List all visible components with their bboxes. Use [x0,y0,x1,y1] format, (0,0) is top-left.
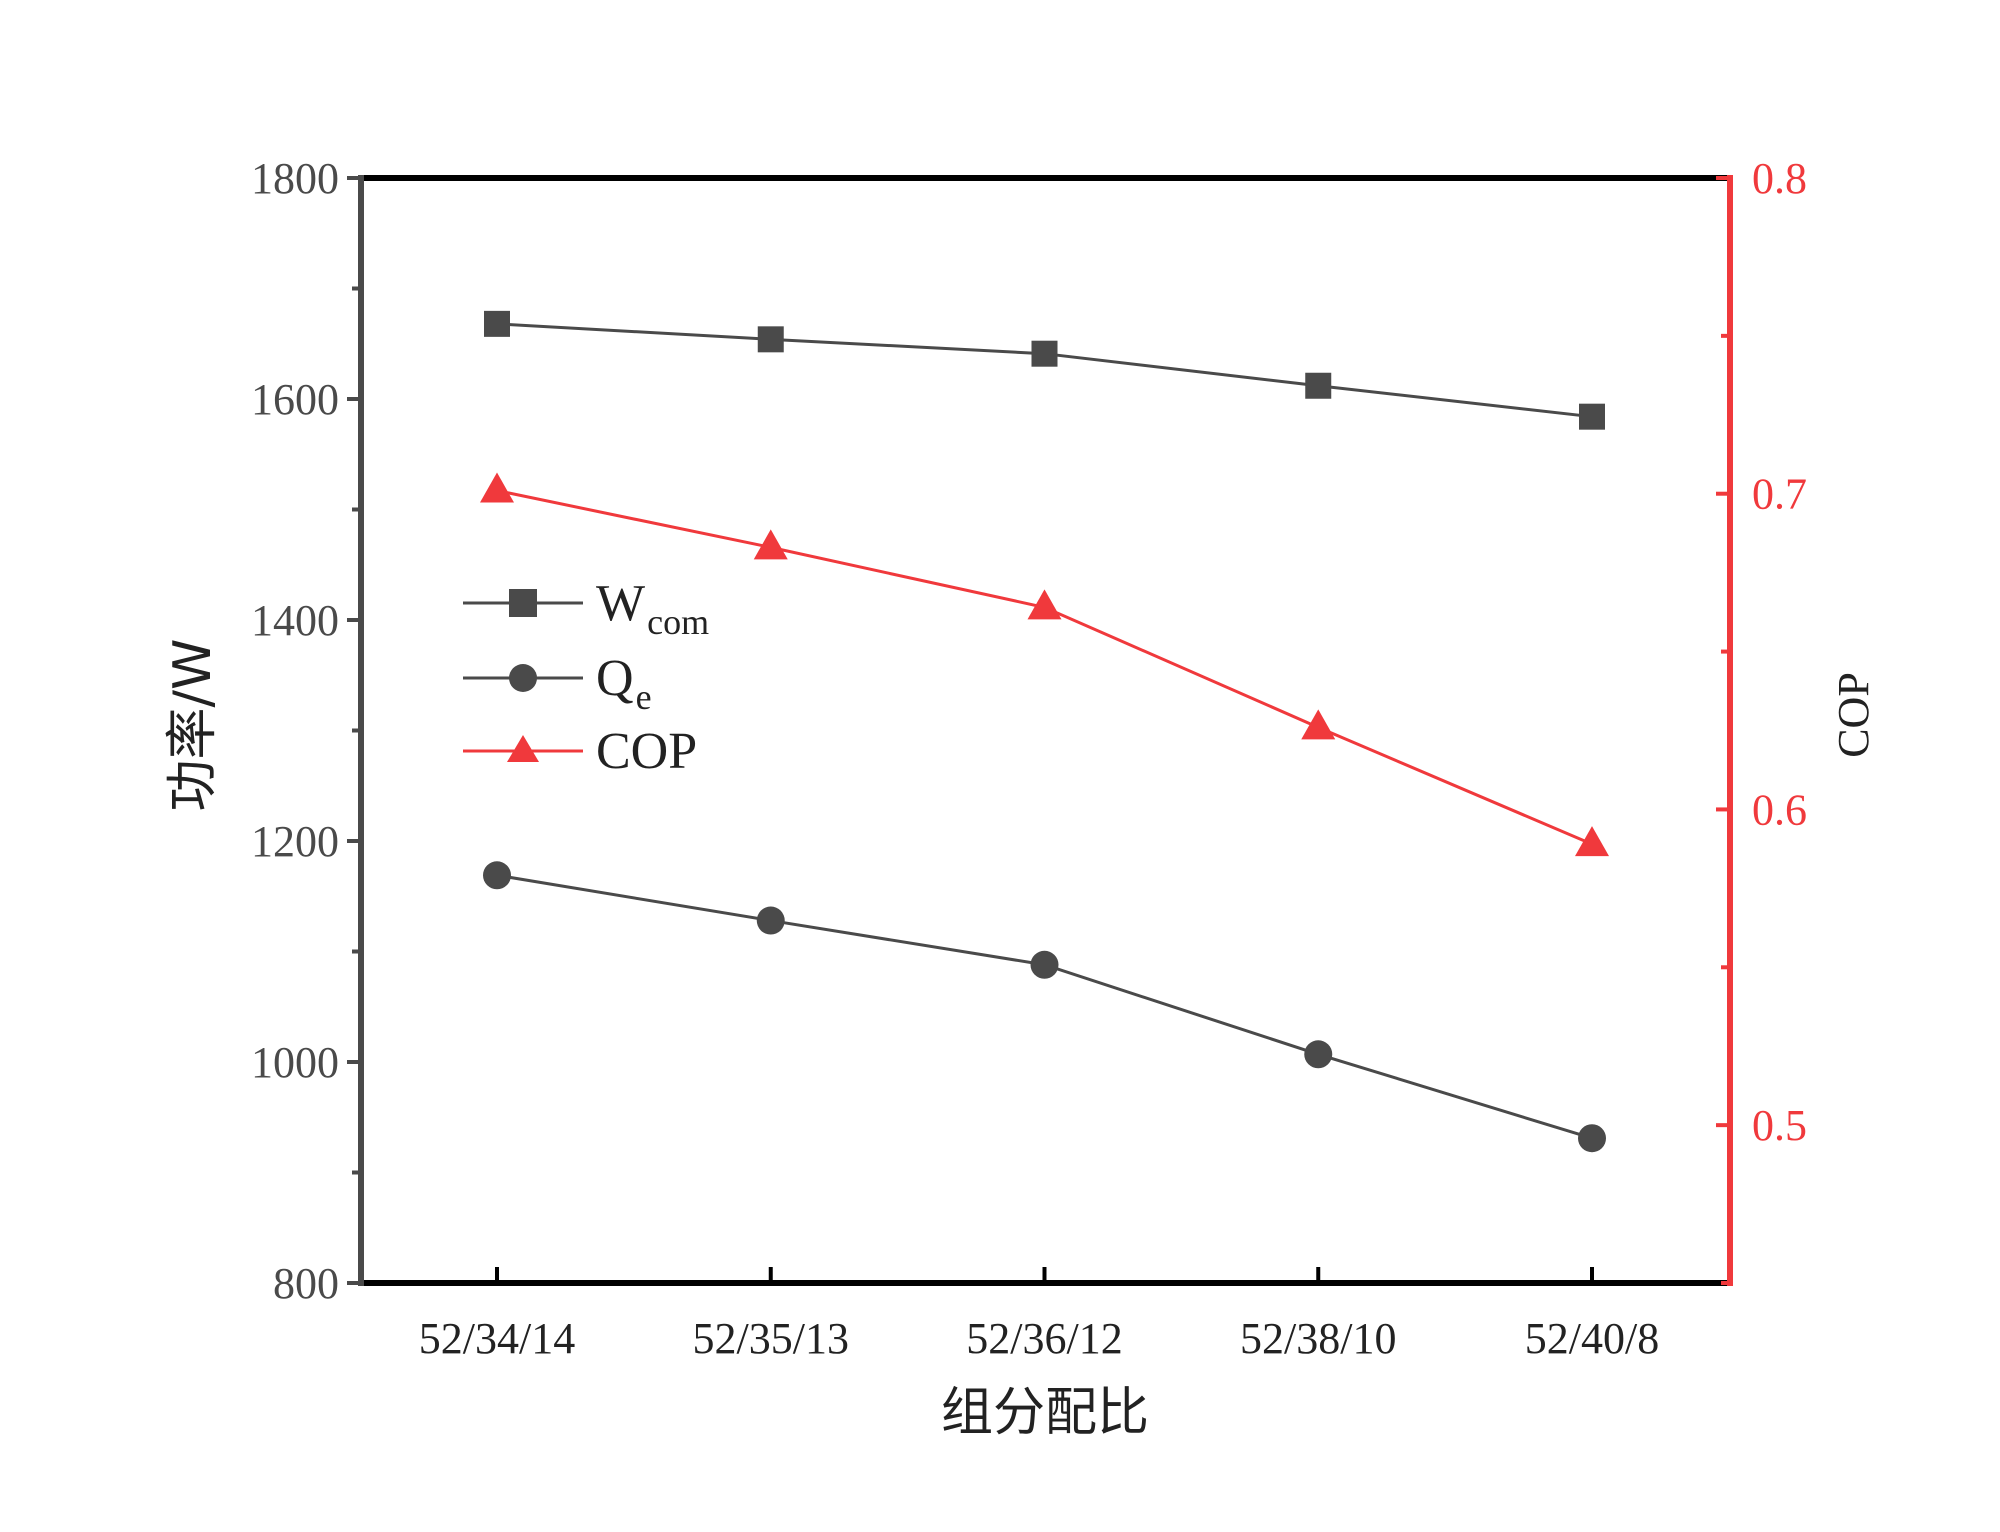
x-tick-label: 52/36/12 [966,1314,1122,1363]
data-point-square [1579,403,1605,430]
y2-tick-label: 0.7 [1752,470,1807,519]
legend-label-cop: COP [596,723,697,780]
series-line-1 [496,873,1593,1140]
x-tick-label: 52/40/8 [1525,1314,1659,1363]
y-axis-title: 功率/W [163,639,223,812]
data-point-triangle [1575,826,1609,857]
data-point-triangle [480,472,514,503]
data-point-circle [1578,1124,1606,1153]
data-point-square [1031,340,1058,367]
series-line-2 [496,489,1593,846]
x-tick-label: 52/35/13 [693,1314,849,1363]
legend-triangle-marker [507,735,539,762]
tick-labels: 800 1000 1200 1400 1600 1800 0.5 0.6 0.7 0.8 52/34… [251,154,1807,1363]
y-tick-label: 1200 [251,817,339,866]
legend-sub-wcom: com [647,602,709,642]
data-point-square [1305,372,1332,399]
legend-entry-cop: COP [463,723,697,780]
data-point-triangle [753,529,788,560]
data-point-circle [1030,950,1059,979]
y2-tick-label: 0.8 [1752,154,1807,203]
legend-label-wcom: W [596,575,645,632]
legend: Wcom Qe COP [463,575,709,780]
axis-ticks [347,176,1730,1285]
data-point-circle [483,861,511,890]
x-tick-label: 52/38/10 [1240,1314,1396,1363]
data-point-circle [1304,1040,1333,1069]
legend-entry-wcom: Wcom [463,575,709,642]
y-tick-label: 1000 [251,1038,339,1087]
series-layer [480,310,1609,1153]
svg-text:Qe: Qe [596,650,652,717]
y-tick-label: 1400 [251,596,339,645]
series-line-0 [496,322,1593,419]
y2-axis-title: COP [1829,672,1878,758]
x-axis-title: 组分配比 [941,1383,1149,1443]
y-tick-label: 800 [273,1259,339,1308]
y-tick-label: 1600 [251,375,339,424]
legend-square-marker [509,589,537,617]
y-tick-label: 1800 [251,154,339,203]
data-point-triangle [1301,709,1336,740]
y2-tick-label: 0.5 [1752,1101,1807,1150]
data-point-square [484,310,510,337]
legend-sub-qe: e [636,677,652,717]
x-tick-label: 52/34/14 [419,1314,575,1363]
data-point-square [757,326,784,353]
legend-circle-marker [509,664,537,692]
data-point-triangle [1027,589,1062,620]
legend-label-qe: Q [596,650,634,707]
y2-tick-label: 0.6 [1752,785,1807,834]
svg-text:Wcom: Wcom [596,575,709,642]
data-point-circle [756,906,785,935]
legend-entry-qe: Qe [463,650,652,717]
